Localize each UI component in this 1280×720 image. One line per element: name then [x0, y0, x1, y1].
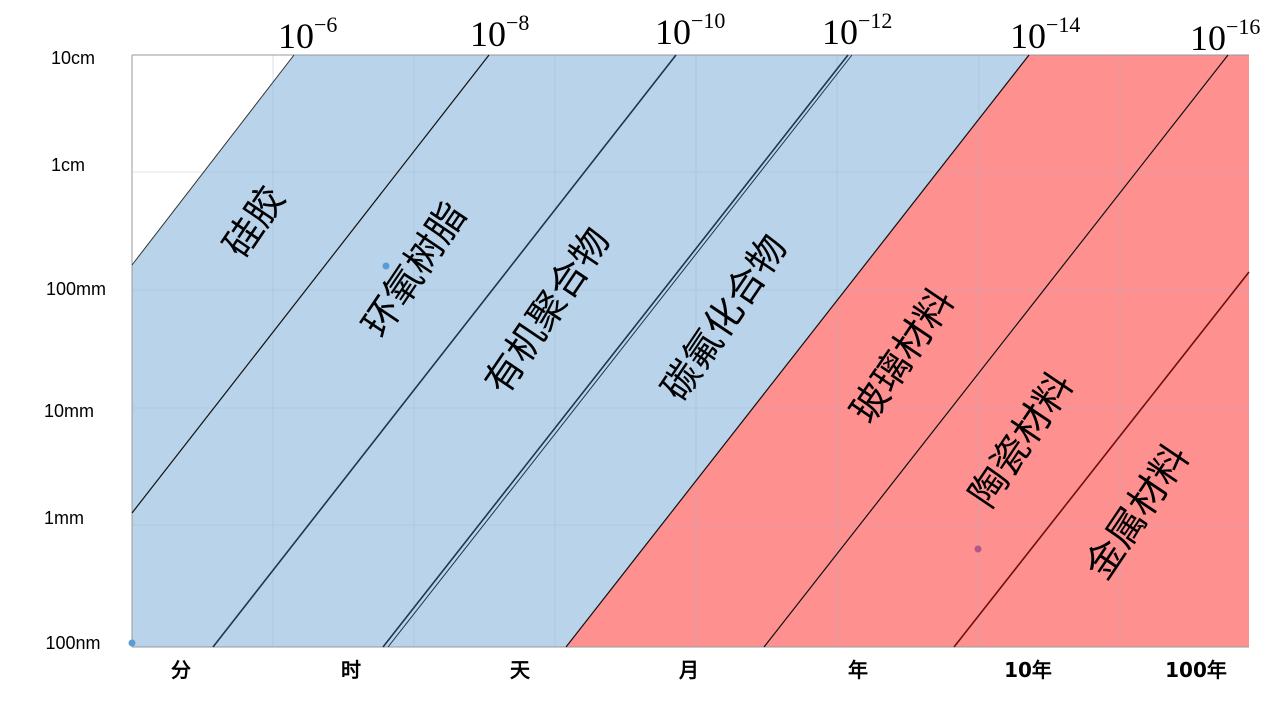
permeation-line	[387, 54, 853, 648]
x-tick-label: 100年	[1165, 658, 1227, 682]
x-tick-label: 年	[848, 658, 868, 682]
plot-fill	[132, 55, 1249, 647]
permeation-line	[953, 271, 1250, 648]
y-tick-label: 10cm	[51, 48, 95, 68]
permeation-line	[131, 54, 295, 266]
line-label: 10−6	[278, 12, 337, 56]
line-label: 10−14	[1010, 12, 1080, 56]
y-tick-label: 1cm	[51, 155, 85, 175]
x-tick-label: 时	[341, 658, 361, 682]
x-tick-label: 月	[678, 658, 699, 682]
line-label: 10−8	[470, 10, 529, 54]
marker-point	[382, 262, 390, 270]
data-markers	[128, 262, 982, 647]
marker-point	[974, 545, 982, 553]
line-labels: 10−6 10−8 10−10 10−12 10−14 10−16	[278, 8, 1260, 58]
x-tick-label: 10年	[1004, 658, 1052, 682]
line-label: 10−10	[655, 8, 725, 52]
marker-point	[128, 639, 136, 647]
red-region-area	[566, 55, 1249, 647]
y-tick-label: 100mm	[46, 279, 106, 299]
permeation-lines	[131, 54, 1250, 648]
y-tick-label: 10mm	[44, 401, 94, 421]
x-tick-label: 分	[171, 658, 191, 682]
y-axis-ticks: 10cm 1cm 100mm 10mm 1mm 100nm	[44, 48, 106, 653]
line-label: 10−12	[822, 8, 892, 52]
axes	[131, 54, 1249, 648]
y-tick-label: 100nm	[45, 633, 100, 653]
permeation-line	[565, 54, 1030, 648]
x-tick-label: 天	[510, 658, 531, 682]
y-tick-label: 1mm	[44, 508, 84, 528]
permeation-line	[382, 54, 849, 648]
line-label: 10−16	[1190, 14, 1260, 58]
permeation-line	[131, 54, 490, 514]
permeation-line	[212, 54, 677, 648]
permeation-line	[763, 54, 1229, 648]
x-axis-ticks: 分 时 天 月 年 10年 100年	[171, 658, 1227, 682]
